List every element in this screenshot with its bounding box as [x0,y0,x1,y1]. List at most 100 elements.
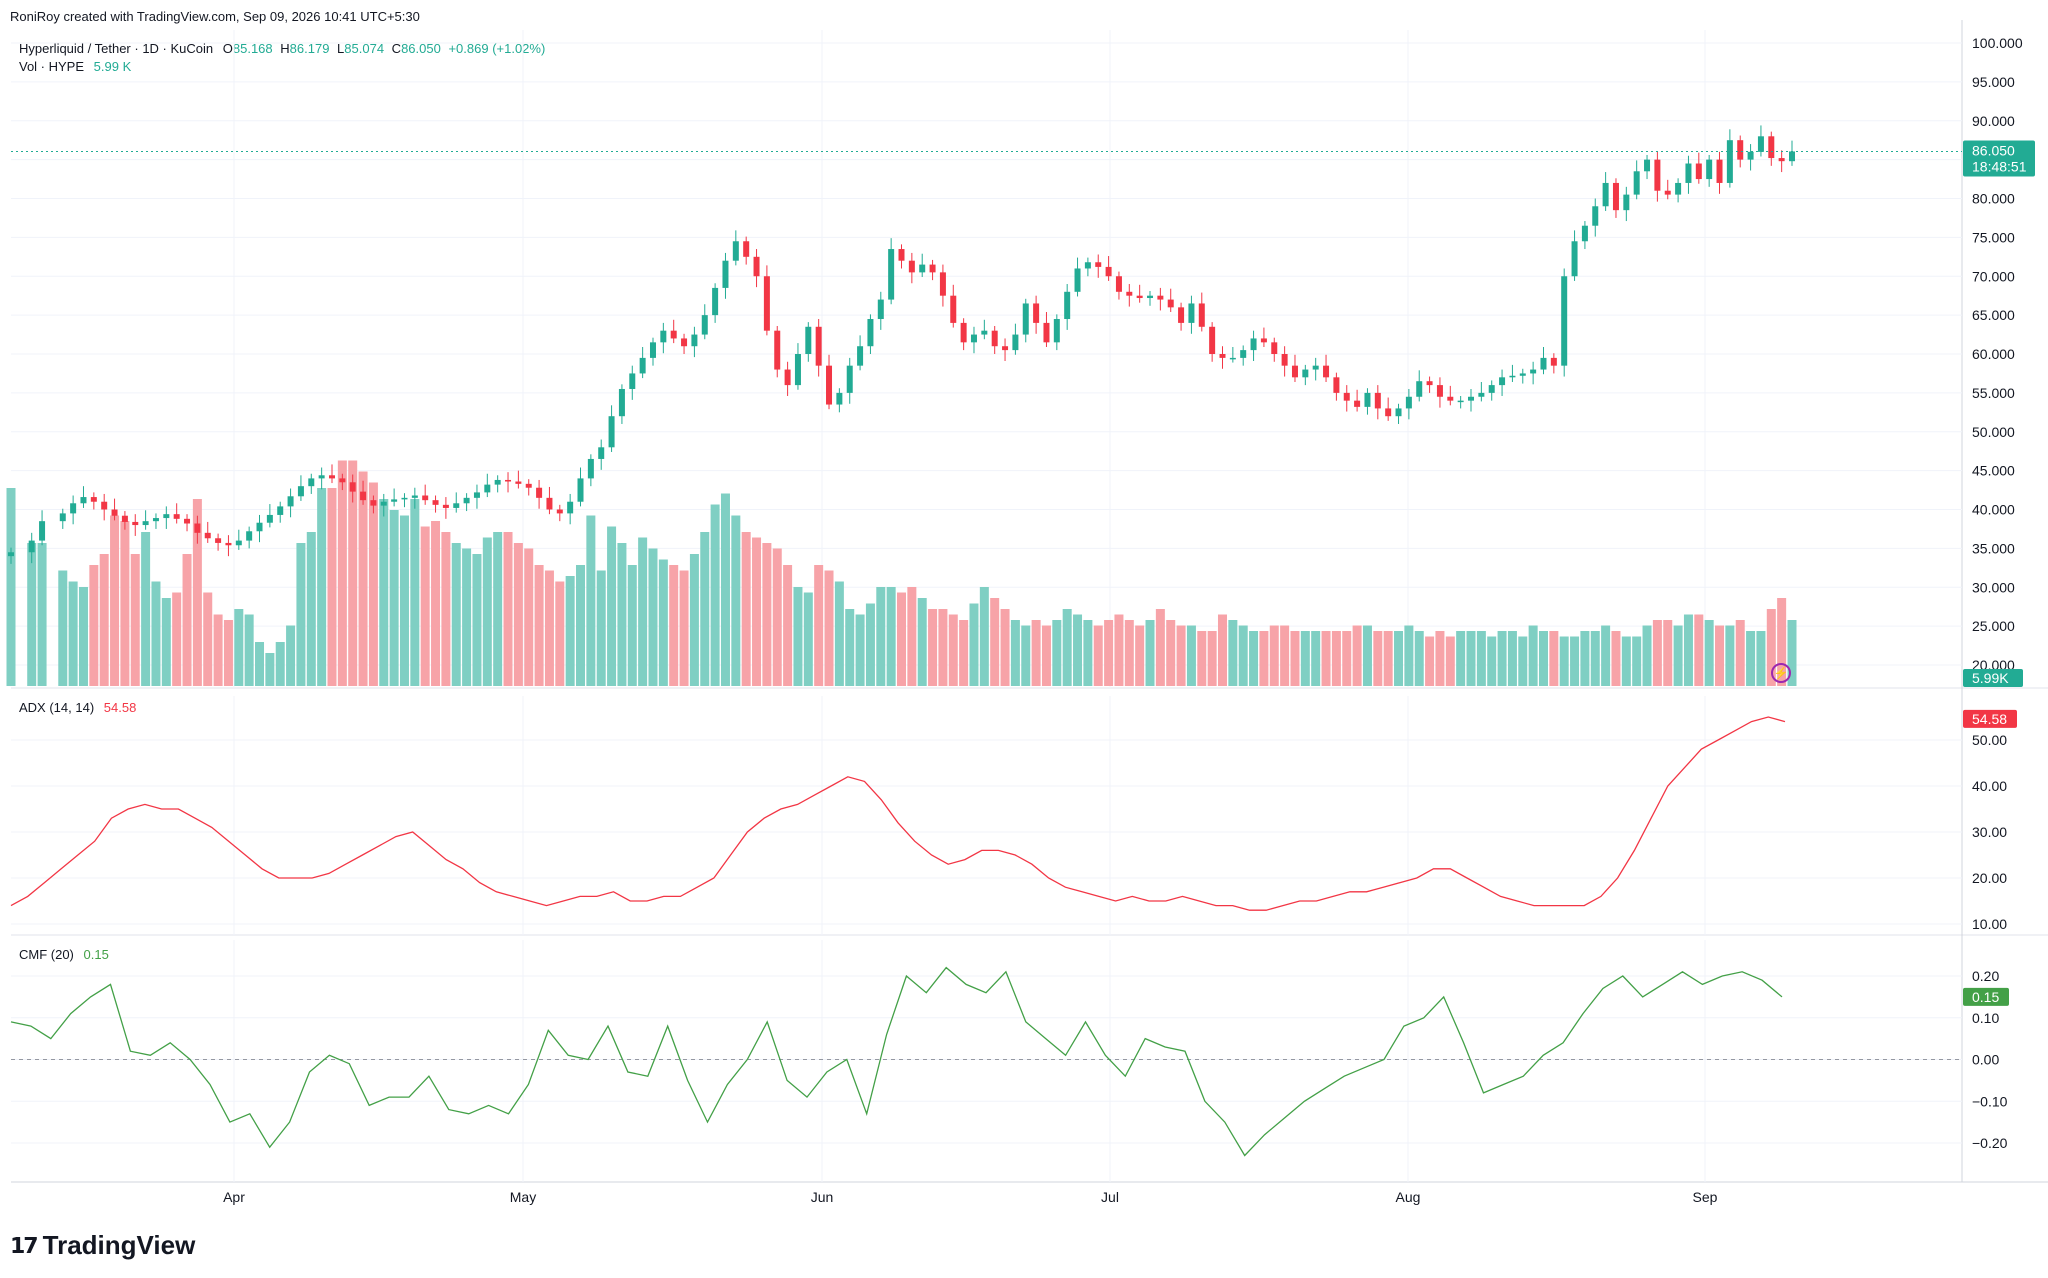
candle-body [1633,171,1640,195]
volume-bar [1114,614,1124,686]
candle-body [567,501,574,514]
volume-bar [544,570,554,686]
volume-bar [689,554,699,686]
high-label: H [280,41,290,56]
candle-body [1188,303,1195,323]
candle-body [1581,225,1588,242]
volume-bar [555,581,565,686]
candle-body [1022,303,1029,335]
candle-body [1395,408,1402,417]
volume-bar [1373,631,1383,686]
adx-last-label: 54.58 [1972,711,2007,727]
volume-bar [1787,620,1797,686]
candle-body [1240,350,1247,358]
volume-bar [1207,631,1217,686]
lightning-icon[interactable]: ⚡ [1771,663,1791,683]
volume-bar [1704,620,1714,686]
candle-body [1457,400,1464,403]
candle-body [991,330,998,347]
candle-body [111,509,118,516]
volume-bar [700,532,710,686]
candle-body [246,531,253,541]
candle-body [1447,396,1454,401]
volume-bar [907,587,917,686]
candle-body [805,326,812,354]
volume-bar [1570,636,1580,686]
candle-body [1219,354,1226,358]
volume-bar [979,587,989,686]
candle-body [142,521,149,526]
candle-body [1789,151,1795,162]
volume-bar [389,510,399,686]
candle-body [370,500,377,506]
tv-logo-icon: 𝟭𝟳 [10,1232,39,1258]
volume-bar [814,565,824,686]
volume-bar [110,515,120,686]
volume-bar [1735,620,1745,686]
volume-bar [141,532,151,686]
candle-body [401,497,408,500]
volume-bar [565,576,575,686]
candle-body [1105,266,1112,277]
change-value: +0.869 (+1.02%) [448,41,546,56]
price-tick-label: 100.000 [1972,35,2023,51]
candle-body [1043,322,1050,343]
adx-tick-label: 50.00 [1972,732,2007,748]
volume-bar [1176,625,1186,686]
volume-bar [1280,625,1290,686]
candle-body [1095,262,1102,267]
candle-body [1302,369,1309,378]
candle-body [877,299,884,320]
volume-bar [172,592,182,686]
volume-bar [679,570,689,686]
adx-tick-label: 40.00 [1972,778,2007,794]
candle-body [225,542,232,546]
symbol-label[interactable]: Hyperliquid / Tether · 1D · KuCoin [19,41,214,56]
cmf-tick-label: 0.00 [1972,1052,1999,1068]
volume-bar [803,592,813,686]
volume-bar [1528,625,1538,686]
price-tick-label: 40.000 [1972,502,2015,518]
price-tick-label: 80.000 [1972,191,2015,207]
volume-bar [120,521,130,686]
candle-body [815,326,822,366]
candle-body [1488,385,1495,393]
volume-bar [1290,631,1300,686]
last-price-marker [1963,140,2035,177]
candle-body [1602,182,1609,207]
cmf-tick-label: 0.20 [1972,968,1999,984]
candle-body [1685,163,1692,183]
tradingview-logo[interactable]: 𝟭𝟳 TradingView [10,1230,195,1261]
volume-bar [762,543,772,686]
candle-body [701,315,708,335]
candle-body [411,495,418,498]
volume-bar [1249,631,1259,686]
volume-bar [834,581,844,686]
volume-bar [161,598,171,686]
volume-label[interactable]: Vol · HYPE [19,59,85,74]
volume-bar [441,532,451,686]
candle-body [763,276,770,331]
main-legend: Hyperliquid / Tether · 1D · KuCoin O85.1… [19,40,545,58]
tv-logo-text: TradingView [42,1230,196,1260]
candle-body [1530,369,1537,374]
candle-body [794,354,801,386]
volume-bar [348,460,358,686]
price-tick-label: 30.000 [1972,579,2015,595]
volume-bar [358,471,368,686]
high-value: 86.179 [289,41,330,56]
volume-bar [948,614,958,686]
candle-body [1002,346,1009,351]
adx-label[interactable]: ADX (14, 14) [19,700,95,715]
candle-body [1209,326,1216,354]
volume-bar [78,587,88,686]
candle-body [1405,396,1412,409]
volume-bar [1062,609,1072,686]
candle-body [1147,295,1154,299]
volume-bar [1766,609,1776,686]
cmf-label[interactable]: CMF (20) [19,947,74,962]
volume-bar [1611,631,1621,686]
chart-canvas[interactable]: 100.00095.00090.00085.00080.00075.00070.… [0,0,2048,1220]
volume-bar [1000,609,1010,686]
volume-bar [752,537,762,686]
